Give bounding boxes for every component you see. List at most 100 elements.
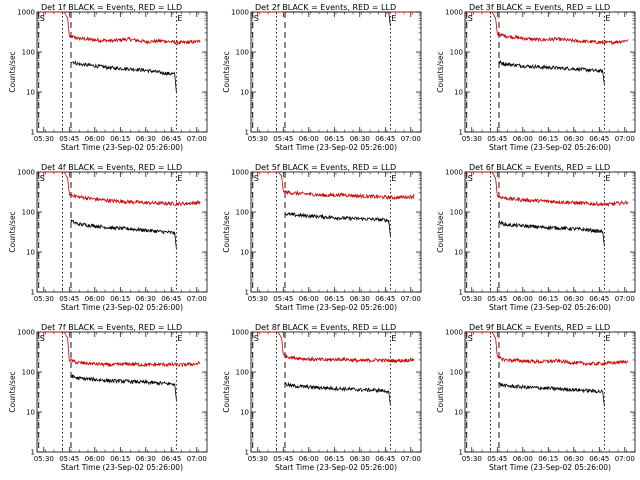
x-tick-label: 06:45 xyxy=(375,295,395,303)
y-tick-label: 100 xyxy=(236,49,249,57)
panel: Det 2f BLACK = Events, RED = LLD 1 10 100 10… xyxy=(222,3,422,152)
y-tick-label: 1000 xyxy=(231,329,249,337)
x-tick-label: 06:45 xyxy=(589,295,609,303)
y-tick-label: 1000 xyxy=(445,9,463,17)
x-axis-label: Start Time (23-Sep-02 05:26:00) xyxy=(275,463,397,472)
x-tick-label: 06:00 xyxy=(513,135,533,143)
x-tick-label: 07:00 xyxy=(615,455,635,463)
x-tick-label: 05:45 xyxy=(59,455,79,463)
x-tick-label: 05:30 xyxy=(34,135,54,143)
x-tick-label: 06:00 xyxy=(85,135,105,143)
x-tick-label: 07:00 xyxy=(615,135,635,143)
y-axis-label: Counts/sec xyxy=(222,211,231,252)
time-marker-label: S xyxy=(468,14,473,23)
y-axis-label: Counts/sec xyxy=(222,51,231,92)
events-series-line xyxy=(498,382,605,407)
lld-series-line xyxy=(466,331,629,367)
y-tick-label: 10 xyxy=(26,89,35,97)
time-marker-label: E xyxy=(391,174,396,183)
x-tick-label: 06:45 xyxy=(161,295,181,303)
x-tick-label: 06:15 xyxy=(538,295,558,303)
x-tick-label: 05:45 xyxy=(273,295,293,303)
time-marker-label: E xyxy=(177,14,182,23)
panel-title: Det 2f BLACK = Events, RED = LLD xyxy=(255,3,396,12)
y-axis-label: Counts/sec xyxy=(8,211,17,252)
y-tick-label: 1 xyxy=(245,289,249,297)
x-tick-label: 06:00 xyxy=(299,135,319,143)
x-axis-label: Start Time (23-Sep-02 05:26:00) xyxy=(275,303,397,312)
y-tick-label: 100 xyxy=(450,369,463,377)
y-axis-label: Counts/sec xyxy=(8,51,17,92)
x-tick-label: 06:15 xyxy=(110,135,130,143)
y-axis-label: Counts/sec xyxy=(222,371,231,412)
time-marker-label: E xyxy=(177,174,182,183)
time-marker-label: S xyxy=(40,334,45,343)
y-tick-label: 100 xyxy=(450,49,463,57)
x-axis-label: Start Time (23-Sep-02 05:26:00) xyxy=(489,303,611,312)
panel: Det 3f BLACK = Events, RED = LLD 1 10 100 10… xyxy=(436,3,636,152)
lld-series-line xyxy=(252,171,415,201)
x-tick-label: 05:45 xyxy=(273,135,293,143)
y-tick-label: 100 xyxy=(22,209,35,217)
time-marker-label: S xyxy=(40,174,45,183)
y-tick-label: 100 xyxy=(236,209,249,217)
y-tick-label: 10 xyxy=(240,409,249,417)
x-axis-label: Start Time (23-Sep-02 05:26:00) xyxy=(61,463,183,472)
x-tick-label: 06:30 xyxy=(564,135,584,143)
x-axis-label: Start Time (23-Sep-02 05:26:00) xyxy=(489,463,611,472)
time-marker-label: S xyxy=(40,14,45,23)
y-tick-label: 1 xyxy=(31,449,35,457)
y-tick-label: 1 xyxy=(31,289,35,297)
y-tick-label: 10 xyxy=(454,409,463,417)
x-tick-label: 05:45 xyxy=(487,295,507,303)
time-marker-label: E xyxy=(177,334,182,343)
x-tick-label: 06:45 xyxy=(375,455,395,463)
x-tick-label: 05:30 xyxy=(462,295,482,303)
y-tick-label: 1000 xyxy=(445,329,463,337)
panel-title: Det 1f BLACK = Events, RED = LLD xyxy=(41,3,182,12)
lld-series-line xyxy=(38,331,201,368)
lld-series-line xyxy=(466,171,629,208)
panel: Det 6f BLACK = Events, RED = LLD 1 10 100 10… xyxy=(436,163,636,312)
x-tick-label: 06:45 xyxy=(161,455,181,463)
y-tick-label: 1 xyxy=(459,129,463,137)
y-axis-label: Counts/sec xyxy=(436,371,445,412)
panel-title: Det 7f BLACK = Events, RED = LLD xyxy=(41,323,182,332)
x-tick-label: 05:30 xyxy=(248,295,268,303)
y-axis-label: Counts/sec xyxy=(436,51,445,92)
x-tick-label: 06:45 xyxy=(589,455,609,463)
x-tick-label: 06:15 xyxy=(110,295,130,303)
x-tick-label: 06:15 xyxy=(538,135,558,143)
panel-title: Det 9f BLACK = Events, RED = LLD xyxy=(469,323,610,332)
lld-series-line xyxy=(252,331,415,364)
x-tick-label: 06:30 xyxy=(136,295,156,303)
time-marker-label: S xyxy=(254,174,259,183)
x-tick-label: 05:45 xyxy=(273,455,293,463)
x-tick-label: 07:00 xyxy=(187,135,207,143)
x-tick-label: 06:15 xyxy=(324,135,344,143)
x-tick-label: 07:00 xyxy=(187,295,207,303)
y-tick-label: 10 xyxy=(240,249,249,257)
panel: Det 7f BLACK = Events, RED = LLD 1 10 100 10… xyxy=(8,323,208,472)
y-tick-label: 1 xyxy=(245,129,249,137)
lld-series-line xyxy=(38,11,201,46)
x-tick-label: 07:00 xyxy=(401,455,421,463)
lld-series-line xyxy=(466,11,629,46)
y-axis-label: Counts/sec xyxy=(436,211,445,252)
time-marker-label: S xyxy=(254,14,259,23)
panel-title: Det 8f BLACK = Events, RED = LLD xyxy=(255,323,396,332)
x-axis-label: Start Time (23-Sep-02 05:26:00) xyxy=(275,143,397,152)
y-tick-label: 1 xyxy=(31,129,35,137)
panel-title: Det 5f BLACK = Events, RED = LLD xyxy=(255,163,396,172)
x-tick-label: 06:45 xyxy=(161,135,181,143)
x-tick-label: 05:30 xyxy=(34,295,54,303)
x-tick-label: 05:45 xyxy=(59,295,79,303)
time-marker-label: E xyxy=(391,334,396,343)
x-tick-label: 05:30 xyxy=(462,455,482,463)
x-tick-label: 06:30 xyxy=(350,295,370,303)
panel-title: Det 6f BLACK = Events, RED = LLD xyxy=(469,163,610,172)
events-series-line xyxy=(70,374,177,401)
x-tick-label: 07:00 xyxy=(187,455,207,463)
x-tick-label: 06:45 xyxy=(375,135,395,143)
